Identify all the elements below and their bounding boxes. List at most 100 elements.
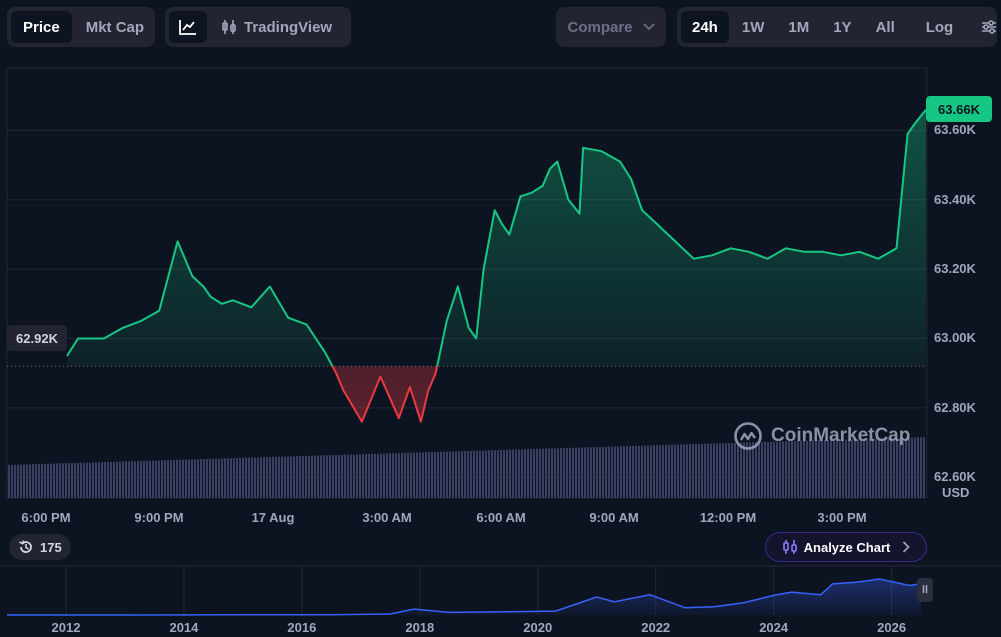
tab-price[interactable]: Price xyxy=(11,11,72,43)
volume-bar xyxy=(50,463,52,498)
volume-bar xyxy=(182,459,184,498)
tradingview-button[interactable]: TradingView xyxy=(209,11,344,43)
x-tick-label: 9:00 PM xyxy=(134,510,184,525)
volume-bar xyxy=(47,463,49,498)
volume-bar xyxy=(899,437,901,498)
volume-bar xyxy=(848,439,850,498)
analyze-chart-button[interactable]: Analyze Chart xyxy=(765,532,927,562)
volume-bar xyxy=(824,440,826,498)
y-tick-label: 63.20K xyxy=(934,261,976,277)
volume-bar xyxy=(521,449,523,498)
volume-bar xyxy=(380,453,382,498)
volume-bar xyxy=(404,452,406,498)
volume-bar xyxy=(155,460,157,498)
overview-x-tick-label: 2018 xyxy=(405,620,435,635)
volume-bar xyxy=(503,449,505,498)
range-24h[interactable]: 24h xyxy=(681,11,729,43)
history-count-badge[interactable]: 175 xyxy=(9,534,71,560)
volume-bar xyxy=(122,461,124,498)
volume-bar xyxy=(677,444,679,498)
volume-bar xyxy=(527,449,529,498)
volume-bar xyxy=(260,457,262,498)
watermark-text: CoinMarketCap xyxy=(771,425,911,446)
compare-dropdown[interactable]: Compare xyxy=(556,7,666,47)
volume-bar xyxy=(776,441,778,498)
volume-bar xyxy=(629,446,631,498)
volume-bar xyxy=(467,450,469,498)
volume-bar xyxy=(137,461,139,498)
volume-bar xyxy=(296,456,298,498)
volume-bar xyxy=(332,455,334,498)
volume-bar xyxy=(245,457,247,498)
x-tick-label: 3:00 AM xyxy=(362,510,412,525)
volume-bar xyxy=(725,443,727,498)
volume-bar xyxy=(794,441,796,498)
volume-bar xyxy=(644,445,646,498)
volume-bar xyxy=(164,460,166,498)
currency-label: USD xyxy=(942,485,970,500)
volume-bar xyxy=(344,454,346,498)
volume-bar xyxy=(815,440,817,498)
volume-bar xyxy=(533,448,535,498)
volume-bar xyxy=(68,463,70,498)
volume-bar xyxy=(368,454,370,498)
volume-bar xyxy=(788,441,790,498)
volume-bar xyxy=(890,438,892,498)
volume-bar xyxy=(599,446,601,498)
volume-bar xyxy=(728,443,730,498)
series-above-baseline xyxy=(66,108,927,367)
volume-bar xyxy=(494,450,496,498)
range-handle[interactable]: ll xyxy=(917,578,933,602)
volume-bar xyxy=(737,442,739,498)
analyze-chart-label: Analyze Chart xyxy=(803,539,891,555)
range-1y[interactable]: 1Y xyxy=(833,18,852,36)
volume-bar xyxy=(914,437,916,498)
volume-bar xyxy=(275,456,277,498)
volume-bar xyxy=(791,441,793,498)
volume-bar xyxy=(209,458,211,498)
range-1m[interactable]: 1M xyxy=(788,18,810,36)
volume-bar xyxy=(371,453,373,498)
y-tick-label: 63.40K xyxy=(934,191,976,207)
line-chart-icon[interactable] xyxy=(169,11,207,43)
volume-bar xyxy=(170,460,172,498)
volume-bar xyxy=(641,445,643,498)
volume-bar xyxy=(518,449,520,498)
tab-mkt-cap[interactable]: Mkt Cap xyxy=(85,18,145,36)
volume-bar xyxy=(461,451,463,498)
volume-bar xyxy=(878,438,880,498)
volume-bar xyxy=(188,459,190,498)
volume-bar xyxy=(239,457,241,498)
volume-bar xyxy=(179,459,181,498)
volume-bar xyxy=(362,454,364,498)
range-all[interactable]: All xyxy=(875,18,895,36)
volume-bar xyxy=(821,440,823,498)
y-tick-label: 62.60K xyxy=(934,469,976,485)
chevron-down-icon xyxy=(642,23,655,31)
overview-x-tick-label: 2022 xyxy=(641,620,671,635)
volume-bar xyxy=(500,449,502,498)
volume-bar xyxy=(755,442,757,498)
chevron-right-icon xyxy=(902,541,910,553)
view-tabs: Price Mkt Cap xyxy=(7,7,155,47)
overview-x-tick-label: 2020 xyxy=(523,620,553,635)
volume-bar xyxy=(329,455,331,498)
volume-bar xyxy=(476,450,478,498)
range-1w[interactable]: 1W xyxy=(741,18,765,36)
volume-bar xyxy=(674,444,676,498)
volume-bar xyxy=(251,457,253,498)
y-tick-label: 63.00K xyxy=(934,330,976,346)
volume-bar xyxy=(266,457,268,498)
volume-bar xyxy=(917,437,919,498)
volume-bar xyxy=(581,447,583,498)
volume-bar xyxy=(287,456,289,498)
log-toggle[interactable]: Log xyxy=(925,18,954,36)
volume-bar xyxy=(386,453,388,498)
volume-bar xyxy=(80,462,82,498)
settings-sliders-icon[interactable] xyxy=(973,11,1001,43)
volume-bar xyxy=(221,458,223,498)
volume-bar xyxy=(671,444,673,498)
volume-bar xyxy=(308,455,310,498)
volume-bar xyxy=(128,461,130,498)
